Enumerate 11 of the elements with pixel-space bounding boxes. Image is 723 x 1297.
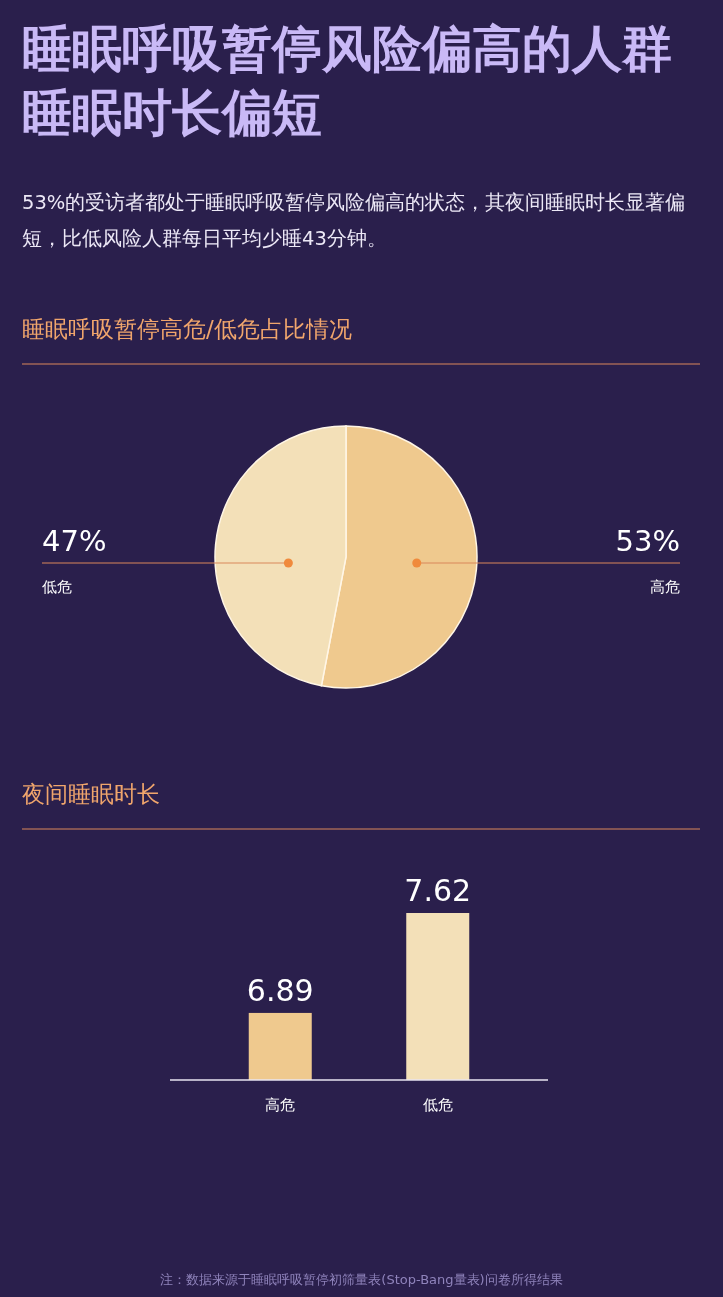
data-label: 53%	[615, 524, 680, 558]
chart-title: 睡眠呼吸暂停高危/低危占比情况	[22, 316, 352, 342]
slice-label: 低危	[42, 578, 72, 596]
chart-title: 夜间睡眠时长	[22, 781, 160, 807]
slice-label: 高危	[650, 578, 680, 596]
data-label: 47%	[42, 524, 107, 558]
data-label: 7.62	[404, 873, 472, 908]
data-label: 6.89	[246, 972, 314, 1008]
text: 注：数据来源于睡眠呼吸暂停初筛量表(Stop-Bang量表)问卷所得结果	[160, 1272, 563, 1287]
text: 睡眠呼吸暂停风险偏高的人群睡眠时长偏短	[22, 20, 672, 142]
text: 53%的受访者都处于睡眠呼吸暂停风险偏高的状态，其夜间睡眠时长显著偏短，比低风险人群每日平均少睡43分钟。	[22, 191, 686, 250]
